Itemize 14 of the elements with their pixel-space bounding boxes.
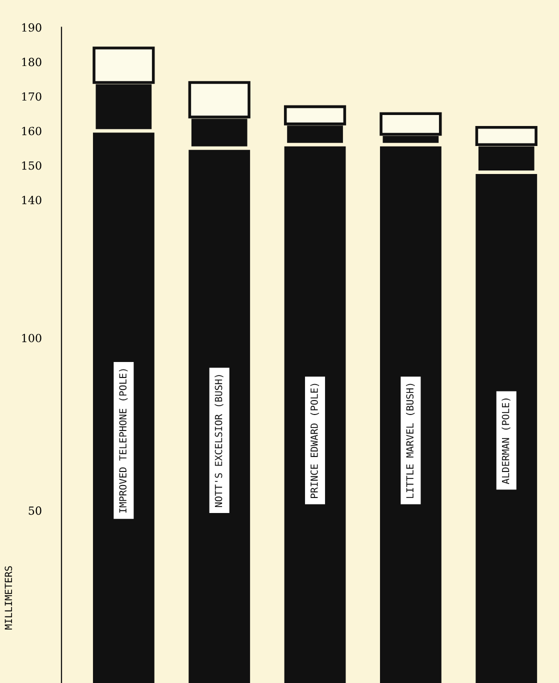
y-tick-label: 170 xyxy=(22,92,42,101)
x-tick-label: ALDERMAN (POLE) xyxy=(502,398,510,484)
x-tick-label: IMPROVED TELEPHONE (POLE) xyxy=(119,369,128,513)
y-tick-label: 150 xyxy=(22,161,42,170)
y-tick-label: 180 xyxy=(22,58,42,66)
x-tick-label: NOTT'S EXCELSIOR (BUSH) xyxy=(214,375,224,508)
x-tick-label: LITTLE MARVEL (BUSH) xyxy=(406,384,415,498)
y-tick-label: 50 xyxy=(28,506,42,515)
y-tick-label: 190 xyxy=(22,23,42,32)
y-tick-label: 140 xyxy=(22,196,42,204)
y-tick-label: 100 xyxy=(22,334,42,342)
y-tick-label: 160 xyxy=(22,126,42,136)
x-tick-label: PRINCE EDWARD (POLE) xyxy=(310,384,320,498)
y-axis-title: MILLIMETERS xyxy=(4,566,12,630)
